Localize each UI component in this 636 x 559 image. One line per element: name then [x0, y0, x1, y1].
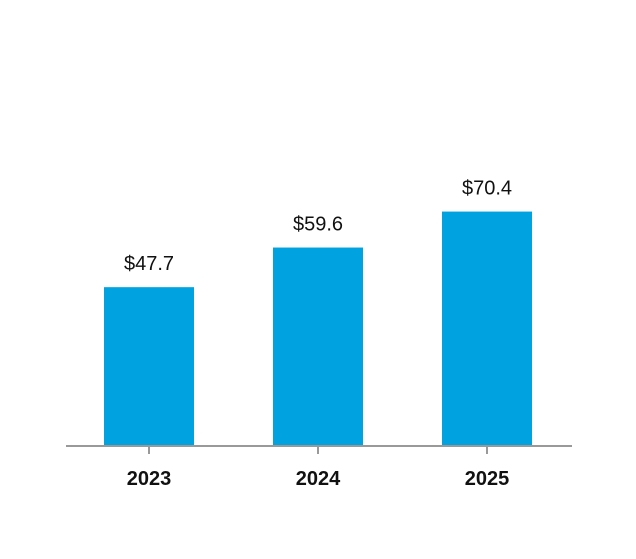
x-tick-label-2024: 2024 — [296, 468, 341, 490]
x-tick-labels-layer: 2023 2024 2025 — [127, 468, 510, 490]
value-label-2024: $59.6 — [293, 214, 343, 236]
x-tick-label-2025: 2025 — [465, 468, 510, 490]
value-labels-layer: $47.7 $59.6 $70.4 — [124, 178, 512, 276]
bar-2024 — [273, 247, 363, 446]
bar-2025 — [442, 211, 532, 446]
x-tick-label-2023: 2023 — [127, 468, 172, 490]
value-label-2025: $70.4 — [462, 178, 512, 200]
x-ticks-layer — [148, 446, 488, 454]
bar-2023 — [104, 287, 194, 446]
bars-layer — [104, 211, 532, 446]
value-label-2023: $47.7 — [124, 253, 174, 275]
